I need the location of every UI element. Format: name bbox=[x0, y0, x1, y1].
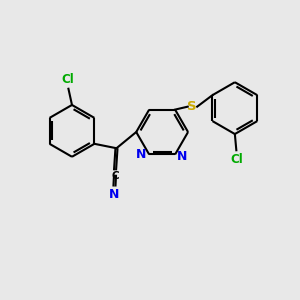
Text: C: C bbox=[111, 172, 119, 182]
Text: Cl: Cl bbox=[61, 73, 74, 86]
Text: S: S bbox=[188, 100, 197, 112]
Text: N: N bbox=[177, 150, 187, 163]
Text: Cl: Cl bbox=[230, 153, 243, 166]
Text: N: N bbox=[136, 148, 146, 161]
Text: N: N bbox=[109, 188, 120, 201]
